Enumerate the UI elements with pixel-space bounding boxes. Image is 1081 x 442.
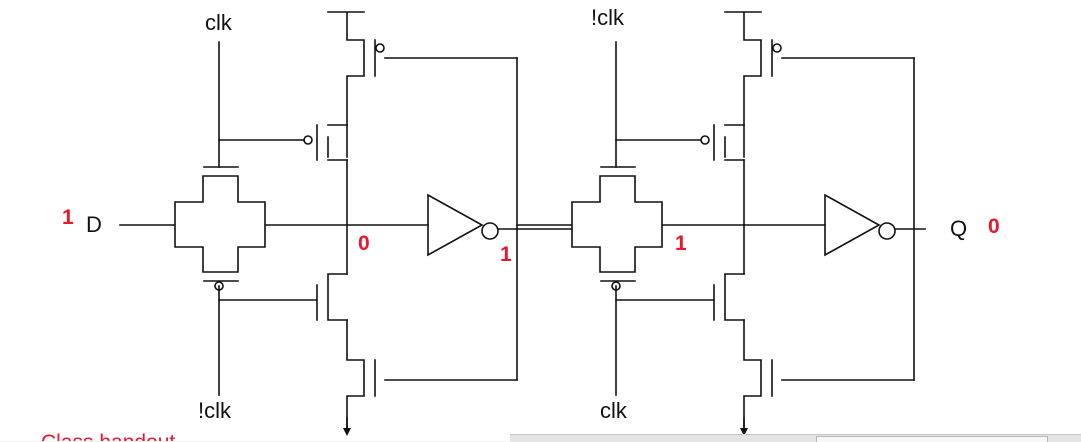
slave-node-value: 1 (675, 232, 687, 255)
master-node-value: 0 (358, 232, 370, 255)
d-logic-value: 1 (62, 206, 74, 229)
footer-bar (510, 434, 1081, 442)
input-label-d: D (86, 212, 102, 237)
output-label-q: Q (950, 216, 967, 241)
q-logic-value: 0 (988, 215, 1000, 238)
class-handout-annotation: Class handout (41, 431, 175, 441)
master-output-value: 1 (500, 243, 512, 266)
clk-label-bottom-right: clk (600, 398, 628, 423)
clk-label-top-left: clk (205, 10, 233, 35)
slave-latch (516, 11, 915, 437)
nclk-label-bottom-left: !clk (198, 398, 232, 423)
master-latch (119, 11, 518, 437)
nclk-label-top-right: !clk (591, 5, 625, 30)
footer-field (816, 436, 1048, 442)
